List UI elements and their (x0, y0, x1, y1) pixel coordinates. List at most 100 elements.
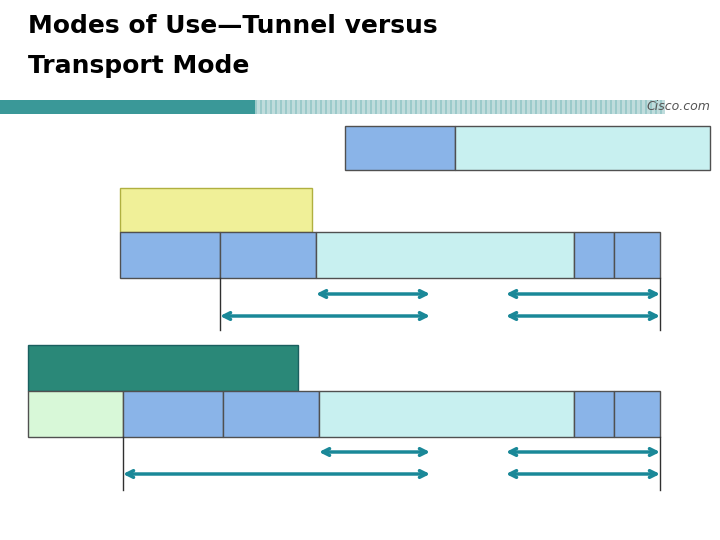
Bar (500, 100, 502, 114)
Bar (390, 100, 392, 114)
Bar (285, 100, 287, 114)
Bar (255, 100, 257, 114)
Bar (350, 100, 352, 114)
Bar (420, 100, 422, 114)
Bar (600, 100, 602, 114)
Bar (365, 100, 367, 114)
Bar (490, 100, 492, 114)
Bar (345, 126, 455, 170)
Bar (660, 100, 662, 114)
Bar (575, 100, 577, 114)
Bar (305, 100, 307, 114)
Bar (265, 100, 267, 114)
Bar (620, 100, 622, 114)
Bar (450, 100, 452, 114)
Bar (255, 100, 665, 114)
Bar (565, 100, 567, 114)
Bar (430, 100, 432, 114)
Bar (360, 100, 362, 114)
Bar (645, 100, 647, 114)
Bar (0, 100, 255, 114)
Bar (480, 100, 482, 114)
Bar (610, 100, 612, 114)
Bar (410, 100, 412, 114)
Bar (574, 391, 614, 437)
Bar (355, 100, 357, 114)
Bar (635, 100, 637, 114)
Bar (574, 232, 614, 278)
Bar (640, 100, 642, 114)
Bar (415, 100, 417, 114)
Bar (385, 100, 387, 114)
Bar (395, 100, 397, 114)
Bar (470, 100, 472, 114)
Bar (545, 100, 547, 114)
Bar (520, 100, 522, 114)
Bar (425, 100, 427, 114)
Bar (555, 100, 557, 114)
Bar (275, 100, 277, 114)
Bar (465, 100, 467, 114)
Bar (123, 391, 223, 437)
Bar (495, 100, 497, 114)
Bar (295, 100, 297, 114)
Bar (475, 100, 477, 114)
Bar (650, 100, 652, 114)
Bar (223, 391, 319, 437)
Bar (320, 100, 322, 114)
Bar (120, 188, 312, 232)
Bar (455, 100, 457, 114)
Bar (590, 100, 592, 114)
Bar (595, 100, 597, 114)
Bar (120, 232, 220, 278)
Bar (615, 100, 617, 114)
Bar (290, 100, 292, 114)
Bar (625, 100, 627, 114)
Bar (440, 100, 442, 114)
Bar (655, 100, 657, 114)
Bar (405, 100, 407, 114)
Bar (28, 345, 298, 391)
Bar (515, 100, 517, 114)
Bar (540, 100, 542, 114)
Bar (375, 100, 377, 114)
Bar (319, 391, 574, 437)
Bar (630, 100, 632, 114)
Text: Modes of Use—Tunnel versus: Modes of Use—Tunnel versus (28, 14, 438, 38)
Bar (300, 100, 302, 114)
Bar (335, 100, 337, 114)
Bar (550, 100, 552, 114)
Bar (280, 100, 282, 114)
Bar (530, 100, 532, 114)
Bar (340, 100, 342, 114)
Bar (614, 232, 660, 278)
Bar (605, 100, 607, 114)
Bar (535, 100, 537, 114)
Text: Cisco.com: Cisco.com (646, 100, 710, 113)
Bar (614, 391, 660, 437)
Bar (460, 100, 462, 114)
Bar (310, 100, 312, 114)
Bar (325, 100, 327, 114)
Bar (585, 100, 587, 114)
Bar (570, 100, 572, 114)
Bar (315, 100, 317, 114)
Bar (380, 100, 382, 114)
Bar (485, 100, 487, 114)
Bar (580, 100, 582, 114)
Bar (28, 391, 123, 437)
Bar (525, 100, 527, 114)
Bar (260, 100, 262, 114)
Bar (455, 126, 710, 170)
Bar (370, 100, 372, 114)
Bar (316, 232, 574, 278)
Bar (270, 100, 272, 114)
Bar (345, 100, 347, 114)
Bar (510, 100, 512, 114)
Bar (330, 100, 332, 114)
Bar (220, 232, 316, 278)
Bar (445, 100, 447, 114)
Text: Transport Mode: Transport Mode (28, 54, 249, 78)
Bar (560, 100, 562, 114)
Bar (435, 100, 437, 114)
